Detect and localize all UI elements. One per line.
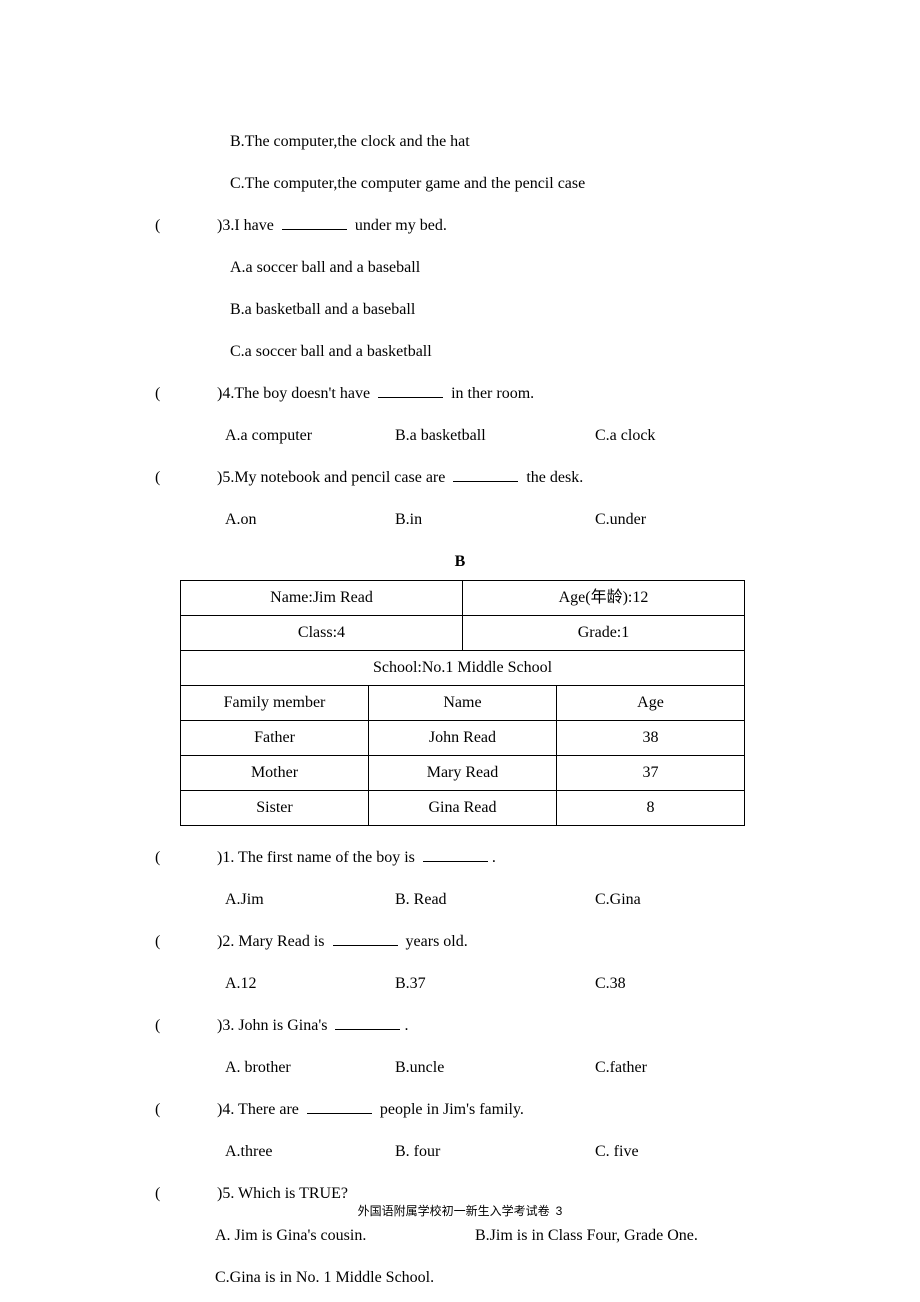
page-footer: 外国语附属学校初一新生入学考试卷 3 xyxy=(0,1202,920,1220)
header-age: Age xyxy=(556,686,744,721)
paren[interactable]: ( xyxy=(155,846,217,870)
bq5-opt-b: B.Jim is in Class Four, Grade One. xyxy=(475,1224,698,1248)
q5-options: A.on B.in C.under xyxy=(155,508,765,532)
cell-age: Age(年龄):12 xyxy=(462,581,744,616)
blank[interactable] xyxy=(335,1014,400,1030)
table-row: Class:4 Grade:1 xyxy=(181,616,745,651)
q5-stem: ()5.My notebook and pencil case are the … xyxy=(155,466,765,490)
q2-opt-b: B.The computer,the clock and the hat xyxy=(155,130,765,154)
bq4-stem-post: people in Jim's family. xyxy=(376,1101,524,1118)
paren[interactable]: ( xyxy=(155,1014,217,1038)
q4-options: A.a computer B.a basketball C.a clock xyxy=(155,424,765,448)
cell-grade: Grade:1 xyxy=(462,616,744,651)
q5-stem-pre: )5.My notebook and pencil case are xyxy=(217,469,449,486)
bq1-opt-c: C.Gina xyxy=(595,888,765,912)
bq1-stem-post: . xyxy=(492,849,496,866)
blank[interactable] xyxy=(282,214,347,230)
cell-age: 37 xyxy=(556,756,744,791)
q3-stem: ()3.I have under my bed. xyxy=(155,214,765,238)
paren[interactable]: ( xyxy=(155,930,217,954)
bq5-opt-a: A. Jim is Gina's cousin. xyxy=(215,1224,475,1248)
bq3-stem-post: . xyxy=(404,1017,408,1034)
cell-name: Mary Read xyxy=(369,756,557,791)
q4-opt-c: C.a clock xyxy=(595,424,765,448)
q3-stem-post: under my bed. xyxy=(351,217,447,234)
bq4-stem-pre: )4. There are xyxy=(217,1101,303,1118)
table-row: Name:Jim Read Age(年龄):12 xyxy=(181,581,745,616)
cell-age: 38 xyxy=(556,721,744,756)
blank[interactable] xyxy=(307,1098,372,1114)
table-row: Mother Mary Read 37 xyxy=(181,756,745,791)
bq1-opt-a: A.Jim xyxy=(225,888,395,912)
bq5-stem-text: )5. Which is TRUE? xyxy=(217,1185,348,1202)
cell-name: Name:Jim Read xyxy=(181,581,463,616)
bq2-stem-post: years old. xyxy=(402,933,468,950)
q4-stem-pre: )4.The boy doesn't have xyxy=(217,385,374,402)
cell-name: John Read xyxy=(369,721,557,756)
bq4-opt-c: C. five xyxy=(595,1140,765,1164)
bq3-opt-b: B.uncle xyxy=(395,1056,595,1080)
section-b-title: B xyxy=(155,550,765,574)
q5-opt-a: A.on xyxy=(225,508,395,532)
bq5-options-ab: A. Jim is Gina's cousin. B.Jim is in Cla… xyxy=(155,1224,765,1248)
cell-class: Class:4 xyxy=(181,616,463,651)
bq2-stem-pre: )2. Mary Read is xyxy=(217,933,329,950)
cell-fm: Mother xyxy=(181,756,369,791)
blank[interactable] xyxy=(423,846,488,862)
blank[interactable] xyxy=(378,382,443,398)
q4-opt-a: A.a computer xyxy=(225,424,395,448)
cell-school: School:No.1 Middle School xyxy=(181,651,745,686)
paren[interactable]: ( xyxy=(155,382,217,406)
cell-fm: Sister xyxy=(181,791,369,826)
table-row: Father John Read 38 xyxy=(181,721,745,756)
bq3-opt-a: A. brother xyxy=(225,1056,395,1080)
paren[interactable]: ( xyxy=(155,1098,217,1122)
bq3-options: A. brother B.uncle C.father xyxy=(155,1056,765,1080)
bq2-options: A.12 B.37 C.38 xyxy=(155,972,765,996)
q3-opt-a: A.a soccer ball and a baseball xyxy=(155,256,765,280)
q4-opt-b: B.a basketball xyxy=(395,424,595,448)
footer-text: 外国语附属学校初一新生入学考试卷 xyxy=(358,1204,550,1218)
bq1-options: A.Jim B. Read C.Gina xyxy=(155,888,765,912)
q5-opt-c: C.under xyxy=(595,508,765,532)
q4-stem: ()4.The boy doesn't have in ther room. xyxy=(155,382,765,406)
paren[interactable]: ( xyxy=(155,214,217,238)
cell-name: Gina Read xyxy=(369,791,557,826)
q3-opt-b: B.a basketball and a baseball xyxy=(155,298,765,322)
header-fm: Family member xyxy=(181,686,369,721)
bq2-stem: ()2. Mary Read is years old. xyxy=(155,930,765,954)
bq4-opt-a: A.three xyxy=(225,1140,395,1164)
bq1-opt-b: B. Read xyxy=(395,888,595,912)
q5-stem-post: the desk. xyxy=(522,469,583,486)
q3-opt-c: C.a soccer ball and a basketball xyxy=(155,340,765,364)
bq4-opt-b: B. four xyxy=(395,1140,595,1164)
bq1-stem-pre: )1. The first name of the boy is xyxy=(217,849,419,866)
bq4-stem: ()4. There are people in Jim's family. xyxy=(155,1098,765,1122)
table-row: Family member Name Age xyxy=(181,686,745,721)
cell-fm: Father xyxy=(181,721,369,756)
table-row: Sister Gina Read 8 xyxy=(181,791,745,826)
bq3-stem: ()3. John is Gina's . xyxy=(155,1014,765,1038)
blank[interactable] xyxy=(333,930,398,946)
bq1-stem: ()1. The first name of the boy is . xyxy=(155,846,765,870)
table-row: School:No.1 Middle School xyxy=(181,651,745,686)
blank[interactable] xyxy=(453,466,518,482)
bq3-stem-pre: )3. John is Gina's xyxy=(217,1017,331,1034)
q4-stem-post: in ther room. xyxy=(447,385,534,402)
bq3-opt-c: C.father xyxy=(595,1056,765,1080)
bq2-opt-b: B.37 xyxy=(395,972,595,996)
q2-opt-c: C.The computer,the computer game and the… xyxy=(155,172,765,196)
info-table: Name:Jim Read Age(年龄):12 Class:4 Grade:1… xyxy=(180,580,745,826)
page-number: 3 xyxy=(556,1204,563,1218)
bq5-opt-c: C.Gina is in No. 1 Middle School. xyxy=(155,1266,765,1290)
cell-age: 8 xyxy=(556,791,744,826)
q3-stem-pre: )3.I have xyxy=(217,217,278,234)
paren[interactable]: ( xyxy=(155,466,217,490)
header-name: Name xyxy=(369,686,557,721)
bq2-opt-c: C.38 xyxy=(595,972,765,996)
bq4-options: A.three B. four C. five xyxy=(155,1140,765,1164)
q5-opt-b: B.in xyxy=(395,508,595,532)
bq2-opt-a: A.12 xyxy=(225,972,395,996)
